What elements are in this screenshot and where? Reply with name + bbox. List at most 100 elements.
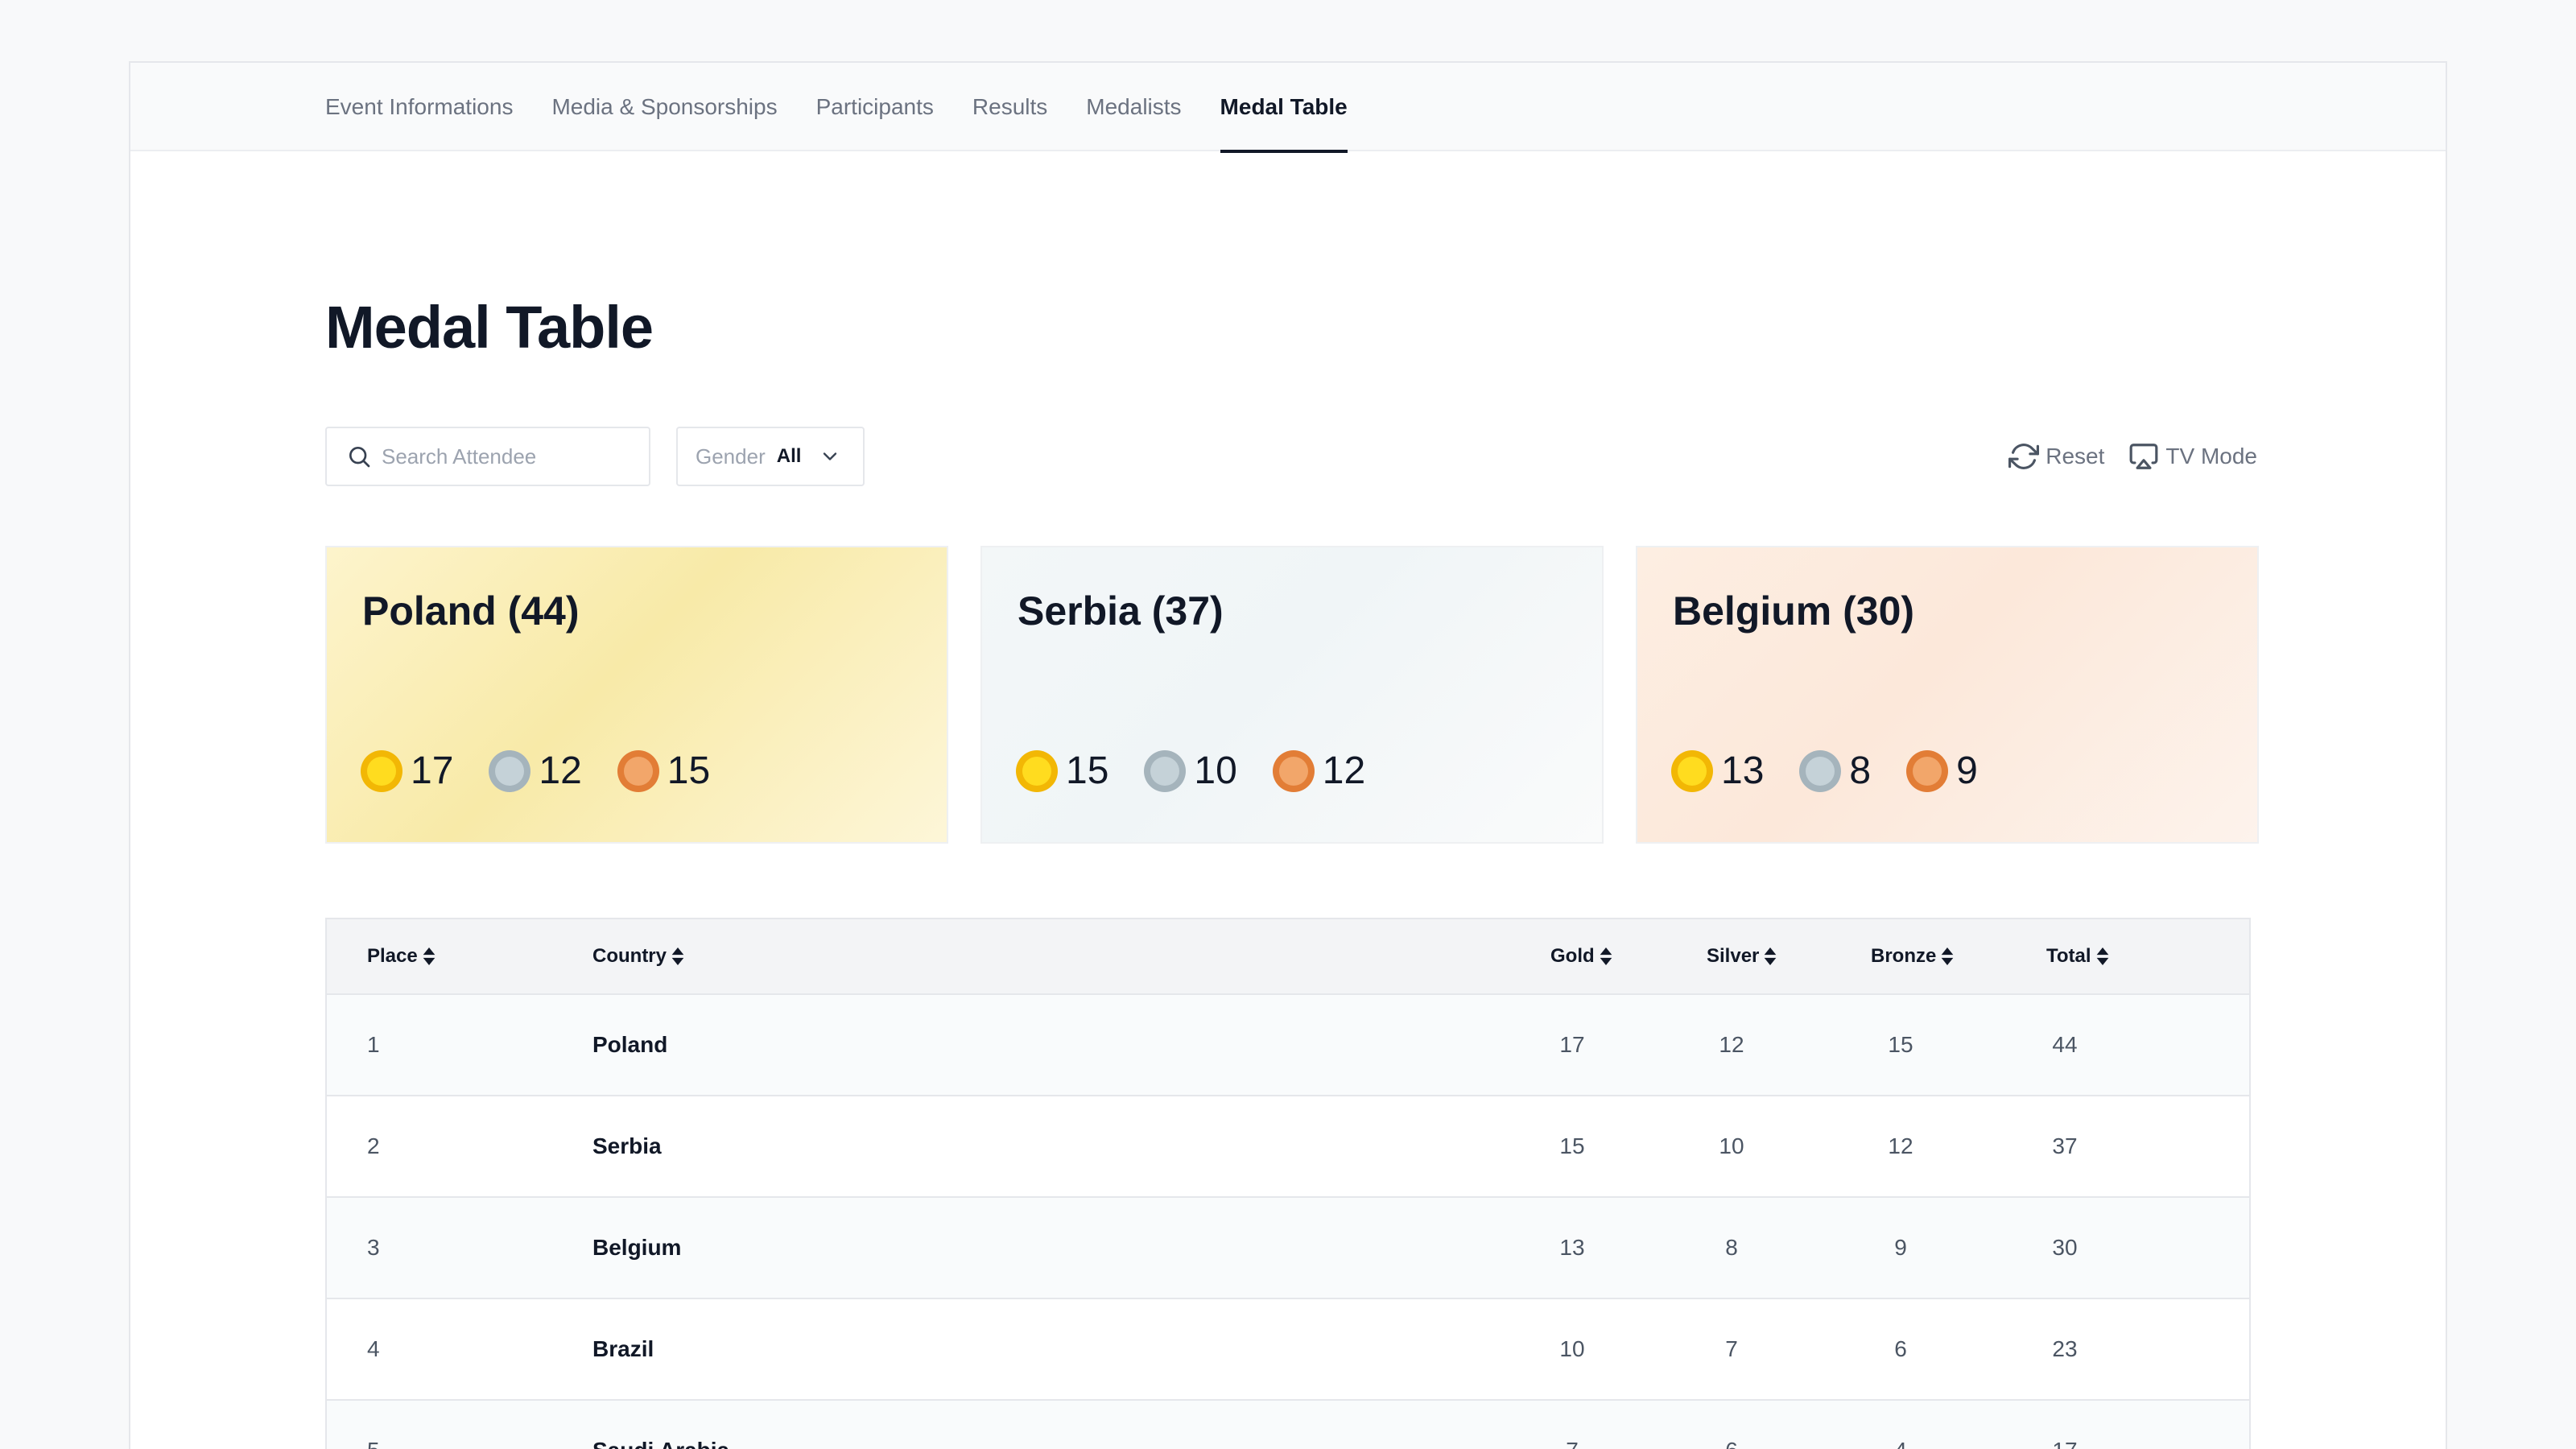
table-row[interactable]: 4 Brazil 10 7 6 23 bbox=[327, 1299, 2249, 1401]
sort-country-header[interactable]: Country bbox=[592, 919, 684, 993]
header-label: Total bbox=[2046, 945, 2091, 967]
country-card-first: Poland (44) 17 12 15 bbox=[325, 546, 948, 844]
country-card-third: Belgium (30) 13 8 9 bbox=[1636, 546, 2259, 844]
country-cell: Poland bbox=[592, 1032, 668, 1057]
sort-icon bbox=[671, 947, 684, 965]
gold-cell: 10 bbox=[1559, 1336, 1585, 1361]
total-cell: 37 bbox=[2052, 1133, 2078, 1158]
total-cell: 17 bbox=[2029, 1401, 2101, 1449]
silver-value: 10 bbox=[1194, 749, 1237, 792]
header-label: Place bbox=[367, 945, 418, 967]
silver-cell: 10 bbox=[1719, 1133, 1744, 1158]
gold-cell: 13 bbox=[1559, 1235, 1585, 1260]
gold-count: 13 bbox=[1671, 749, 1764, 793]
gold-count: 15 bbox=[1016, 749, 1108, 793]
place-cell: 5 bbox=[367, 1401, 380, 1449]
silver-medal-icon bbox=[489, 749, 531, 792]
gold-medal-icon bbox=[1016, 749, 1058, 792]
total-cell: 30 bbox=[2052, 1235, 2078, 1260]
place-cell: 1 bbox=[367, 1032, 380, 1057]
silver-cell: 12 bbox=[1719, 1032, 1744, 1057]
reset-label: Reset bbox=[2046, 444, 2105, 469]
medal-counts: 17 12 15 bbox=[361, 749, 745, 793]
gold-cell: 7 bbox=[1536, 1401, 1608, 1449]
search-icon bbox=[349, 447, 370, 468]
bronze-cell: 6 bbox=[1894, 1336, 1907, 1361]
country-cell: Belgium bbox=[592, 1235, 682, 1260]
tabs: Event Informations Media & Sponsorships … bbox=[325, 63, 1386, 153]
table-row[interactable]: 2 Serbia 15 10 12 37 bbox=[327, 1096, 2249, 1198]
gender-value: All bbox=[776, 445, 802, 467]
app-frame: Event Informations Media & Sponsorships … bbox=[129, 61, 2447, 1449]
bronze-cell: 4 bbox=[1864, 1401, 1937, 1449]
tab-bar: Event Informations Media & Sponsorships … bbox=[130, 63, 2446, 153]
header-label: Bronze bbox=[1871, 945, 1937, 967]
bronze-value: 15 bbox=[667, 749, 711, 792]
toolbar-actions: Reset TV Mode bbox=[1984, 427, 2257, 486]
silver-medal-icon bbox=[1799, 749, 1842, 792]
sort-silver-header[interactable]: Silver bbox=[1707, 919, 1777, 993]
tab-event-informations[interactable]: Event Informations bbox=[325, 94, 514, 119]
sort-gold-header[interactable]: Gold bbox=[1550, 919, 1612, 993]
tab-medalists[interactable]: Medalists bbox=[1086, 94, 1182, 119]
sort-place-header[interactable]: Place bbox=[367, 919, 436, 993]
country-card-second: Serbia (37) 15 10 12 bbox=[980, 546, 1604, 844]
silver-count: 8 bbox=[1799, 749, 1871, 793]
gold-medal-icon bbox=[1671, 749, 1713, 792]
tab-medal-table[interactable]: Medal Table bbox=[1220, 63, 1348, 153]
silver-cell: 7 bbox=[1725, 1336, 1738, 1361]
table-row[interactable]: 5 Saudi Arabia 7 6 4 17 bbox=[327, 1401, 2249, 1449]
gold-cell: 17 bbox=[1559, 1032, 1585, 1057]
gender-select[interactable]: Gender All bbox=[676, 427, 865, 486]
bronze-medal-icon bbox=[1272, 749, 1315, 792]
silver-cell: 6 bbox=[1695, 1401, 1768, 1449]
medal-counts: 15 10 12 bbox=[1016, 749, 1401, 793]
gold-value: 17 bbox=[411, 749, 454, 792]
bronze-count: 15 bbox=[617, 749, 710, 793]
place-cell: 2 bbox=[367, 1133, 380, 1158]
gold-cell: 15 bbox=[1559, 1133, 1585, 1158]
tab-participants[interactable]: Participants bbox=[815, 94, 934, 119]
chevron-down-icon bbox=[824, 452, 837, 460]
silver-value: 8 bbox=[1849, 749, 1872, 792]
silver-medal-icon bbox=[1144, 749, 1187, 792]
table-row[interactable]: 3 Belgium 13 8 9 30 bbox=[327, 1198, 2249, 1299]
refresh-icon bbox=[2008, 444, 2040, 469]
sort-icon bbox=[1765, 947, 1777, 965]
silver-count: 12 bbox=[489, 749, 582, 793]
table-header: Place Country Gold Silver Bronze bbox=[327, 919, 2249, 995]
gold-value: 15 bbox=[1066, 749, 1109, 792]
gold-value: 13 bbox=[1721, 749, 1765, 792]
silver-value: 12 bbox=[539, 749, 582, 792]
bronze-value: 9 bbox=[1956, 749, 1978, 792]
place-cell: 3 bbox=[367, 1235, 380, 1260]
sort-icon bbox=[423, 947, 436, 965]
sort-icon bbox=[2096, 947, 2108, 965]
reset-button[interactable]: Reset bbox=[2008, 441, 2104, 472]
medal-counts: 13 8 9 bbox=[1671, 749, 2013, 793]
tv-mode-label: TV Mode bbox=[2165, 444, 2257, 469]
search-box[interactable] bbox=[325, 427, 650, 486]
tv-mode-button[interactable]: TV Mode bbox=[2128, 441, 2257, 472]
search-input[interactable] bbox=[382, 444, 639, 469]
bronze-count: 12 bbox=[1272, 749, 1365, 793]
header-label: Gold bbox=[1550, 945, 1595, 967]
sort-total-header[interactable]: Total bbox=[2046, 919, 2109, 993]
country-cell: Brazil bbox=[592, 1336, 654, 1361]
silver-count: 10 bbox=[1144, 749, 1237, 793]
tab-results[interactable]: Results bbox=[972, 94, 1048, 119]
table-row[interactable]: 1 Poland 17 12 15 44 bbox=[327, 995, 2249, 1096]
table-body: 1 Poland 17 12 15 44 2 Serbia 15 10 12 3… bbox=[327, 995, 2249, 1449]
total-cell: 44 bbox=[2052, 1032, 2078, 1057]
tab-media-sponsorships[interactable]: Media & Sponsorships bbox=[551, 94, 778, 119]
medal-table: Place Country Gold Silver Bronze bbox=[325, 918, 2251, 1449]
sort-bronze-header[interactable]: Bronze bbox=[1871, 919, 1954, 993]
card-title: Poland (44) bbox=[362, 588, 580, 634]
bronze-cell: 15 bbox=[1888, 1032, 1913, 1057]
top-countries: Poland (44) 17 12 15 bbox=[325, 546, 2259, 844]
gold-count: 17 bbox=[361, 749, 453, 793]
card-title: Serbia (37) bbox=[1018, 588, 1224, 634]
header-label: Silver bbox=[1707, 945, 1760, 967]
header-label: Country bbox=[592, 945, 667, 967]
country-cell: Serbia bbox=[592, 1133, 662, 1158]
